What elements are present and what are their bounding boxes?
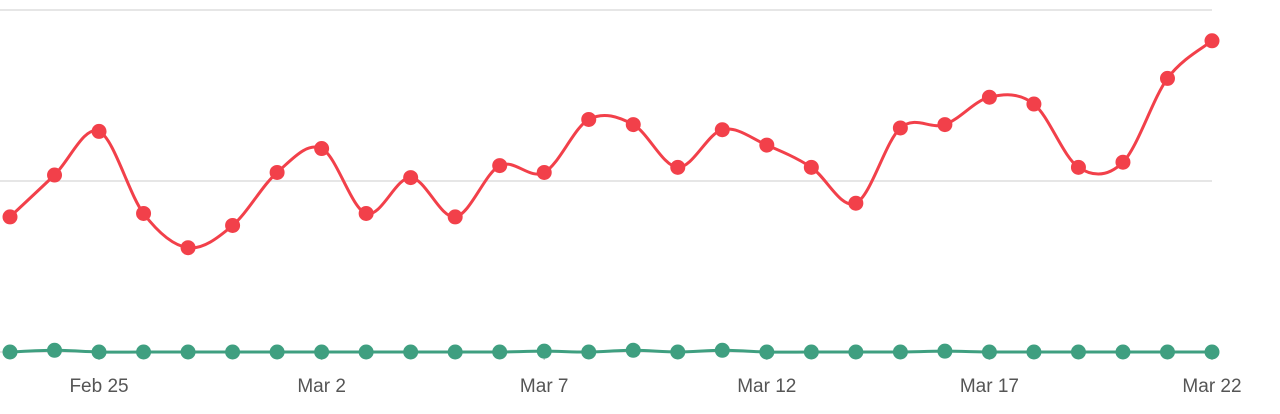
x-tick-label: Mar 22	[1182, 376, 1241, 397]
point	[403, 170, 419, 186]
point	[1204, 33, 1220, 49]
point	[1026, 344, 1042, 360]
point	[536, 164, 552, 180]
point	[803, 344, 819, 360]
point	[492, 158, 508, 174]
point	[670, 344, 686, 360]
point	[269, 344, 285, 360]
point	[225, 217, 241, 233]
point	[447, 209, 463, 225]
point	[2, 209, 18, 225]
point	[714, 122, 730, 138]
series-line	[9, 348, 1212, 354]
series-line	[8, 39, 1213, 250]
point	[1070, 159, 1086, 175]
point	[581, 111, 597, 127]
point	[759, 137, 775, 153]
point	[269, 164, 285, 180]
point	[981, 344, 997, 360]
point	[759, 344, 775, 360]
point	[180, 344, 196, 360]
point	[1159, 70, 1175, 86]
point	[1070, 344, 1086, 360]
point	[91, 123, 107, 139]
point	[536, 343, 552, 359]
point	[1115, 344, 1131, 360]
point	[47, 167, 63, 183]
point	[1204, 344, 1220, 360]
point	[1115, 154, 1131, 170]
point	[848, 195, 864, 211]
point	[937, 117, 953, 133]
point	[2, 344, 18, 360]
point	[180, 240, 196, 256]
point	[848, 344, 864, 360]
point	[670, 159, 686, 175]
point	[492, 344, 508, 360]
point	[581, 344, 597, 360]
point	[314, 344, 330, 360]
point	[803, 159, 819, 175]
point	[91, 344, 107, 360]
x-tick-label: Mar 12	[737, 376, 796, 397]
point	[1159, 344, 1175, 360]
x-tick-label: Mar 2	[297, 376, 346, 397]
point	[136, 205, 152, 221]
point	[981, 89, 997, 105]
point	[403, 344, 419, 360]
point	[47, 342, 63, 358]
point	[892, 120, 908, 136]
point	[714, 342, 730, 358]
point	[358, 205, 374, 221]
point	[937, 343, 953, 359]
point	[358, 344, 374, 360]
x-tick-label: Mar 7	[520, 376, 569, 397]
point	[892, 344, 908, 360]
point	[225, 344, 241, 360]
x-tick-label: Feb 25	[69, 376, 128, 397]
point	[136, 344, 152, 360]
point	[625, 342, 641, 358]
point	[314, 141, 330, 157]
point	[447, 344, 463, 360]
point	[625, 117, 641, 133]
x-tick-label: Mar 17	[960, 376, 1019, 397]
point	[1026, 96, 1042, 112]
